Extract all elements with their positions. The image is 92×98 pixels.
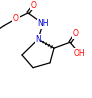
Text: O: O bbox=[73, 29, 79, 38]
Text: N: N bbox=[35, 35, 41, 44]
Text: OH: OH bbox=[73, 49, 85, 58]
Text: O: O bbox=[31, 1, 37, 10]
Text: NH: NH bbox=[37, 19, 49, 28]
Text: O: O bbox=[13, 14, 19, 23]
